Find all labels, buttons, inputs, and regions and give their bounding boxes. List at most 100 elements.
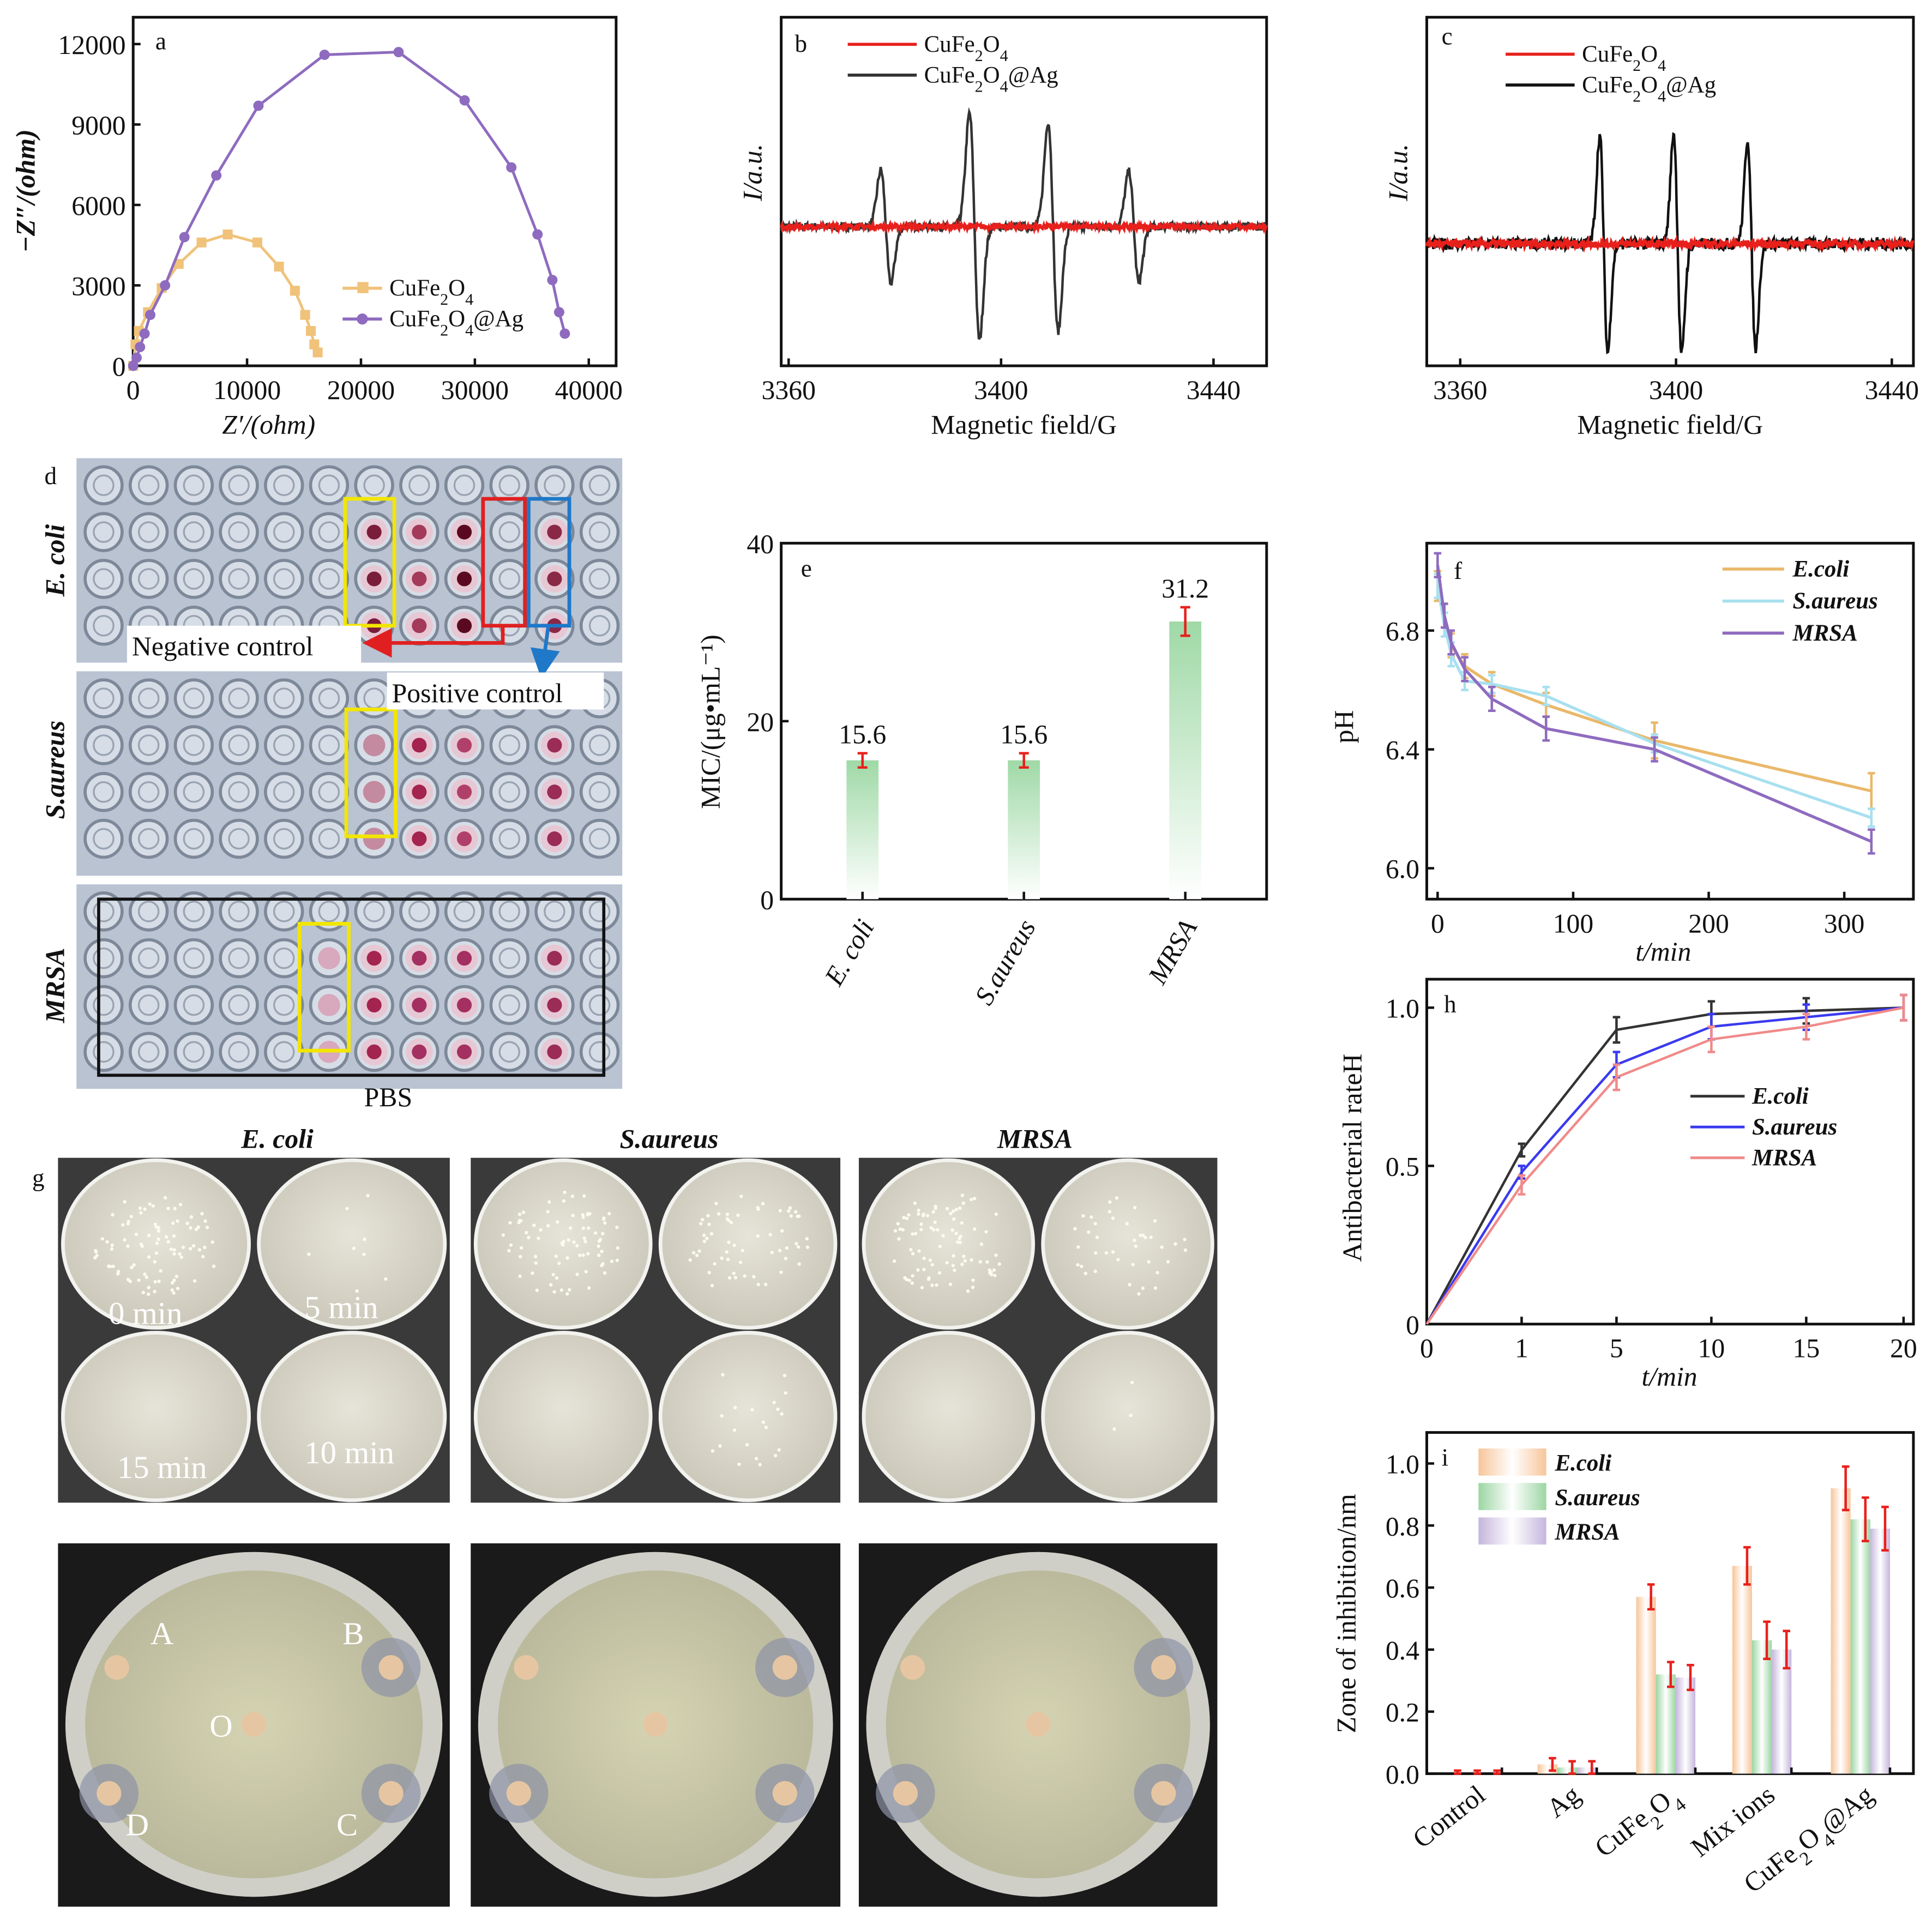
- well: [354, 465, 394, 505]
- colony: [691, 1251, 696, 1255]
- well-stain: [456, 738, 472, 753]
- legend-swatch-0: [1478, 1448, 1546, 1476]
- colony: [192, 1279, 197, 1283]
- colony: [1183, 1238, 1187, 1241]
- error-bar: [1518, 1142, 1526, 1158]
- sample-disc: [1151, 1655, 1176, 1680]
- colony: [527, 1235, 531, 1240]
- colony: [997, 1262, 1001, 1266]
- well: [173, 891, 214, 932]
- series-line-2: [1425, 1006, 1904, 1325]
- colony: [307, 1252, 311, 1256]
- colony: [355, 1289, 359, 1293]
- x-axis-title-c: Magnetic field/G: [1577, 409, 1763, 439]
- well: [489, 512, 529, 552]
- well: [128, 985, 169, 1025]
- colony: [147, 1255, 151, 1259]
- colony: [1134, 1244, 1137, 1248]
- well: [489, 985, 529, 1025]
- colony: [93, 1256, 97, 1260]
- colony: [137, 1278, 141, 1282]
- colony: [166, 1206, 170, 1210]
- well-inner: [228, 474, 250, 496]
- positive-control-label: Positive control: [392, 678, 563, 708]
- well-inner: [273, 474, 295, 496]
- colony: [352, 1246, 356, 1250]
- colony: [551, 1272, 555, 1277]
- colony: [172, 1278, 176, 1282]
- colony: [1133, 1205, 1137, 1210]
- well-stain: [366, 1044, 382, 1060]
- colony: [201, 1254, 205, 1259]
- colony: [930, 1283, 934, 1287]
- well: [83, 512, 124, 552]
- well: [173, 678, 214, 719]
- colony: [581, 1215, 585, 1219]
- colony: [950, 1228, 954, 1232]
- well: [219, 465, 259, 505]
- well-stained-light: [363, 828, 386, 850]
- x-tick-label-h: 15: [1793, 1333, 1820, 1363]
- colony: [966, 1289, 970, 1293]
- colony: [917, 1208, 920, 1212]
- well: [489, 772, 529, 812]
- bar-0: [846, 760, 879, 900]
- colony: [922, 1268, 926, 1271]
- well-stain: [547, 571, 562, 587]
- well-inner: [183, 474, 205, 496]
- colony: [732, 1244, 736, 1247]
- colony: [1080, 1264, 1084, 1269]
- well: [534, 891, 575, 932]
- time-label-15min: 15 min: [117, 1450, 207, 1485]
- colony: [934, 1206, 937, 1210]
- well-stain: [456, 785, 472, 800]
- well: [128, 818, 169, 859]
- colony: [962, 1254, 966, 1258]
- error-bar-4-1: [1862, 1496, 1869, 1542]
- error-bar: [1542, 715, 1550, 742]
- colony: [140, 1244, 144, 1248]
- series-line-1: [1425, 1006, 1904, 1325]
- sample-disc: [772, 1781, 797, 1806]
- error-bar-4-0: [1841, 1465, 1850, 1512]
- colony: [952, 1217, 956, 1221]
- colony: [768, 1233, 772, 1237]
- colony: [994, 1253, 998, 1257]
- well: [219, 818, 259, 859]
- colony: [582, 1194, 586, 1198]
- colony: [917, 1249, 921, 1253]
- colony: [930, 1263, 934, 1267]
- well-inner: [544, 474, 565, 496]
- well-inner: [93, 568, 115, 590]
- colony: [960, 1221, 964, 1225]
- colony: [147, 1292, 151, 1296]
- well: [128, 465, 169, 505]
- colony: [697, 1249, 701, 1253]
- column-title-saureus: S.aureus: [620, 1124, 719, 1154]
- well: [489, 818, 529, 859]
- positive-control-label-bg: [387, 672, 604, 710]
- well: [309, 818, 350, 859]
- well: [173, 818, 214, 859]
- colony: [952, 1209, 955, 1213]
- colony: [773, 1453, 778, 1458]
- well-stain: [456, 571, 472, 587]
- colony: [1166, 1260, 1170, 1264]
- error-bar-4-2: [1881, 1505, 1889, 1552]
- well: [128, 891, 169, 932]
- colony: [539, 1228, 543, 1232]
- colony: [770, 1251, 774, 1254]
- well-inner: [273, 568, 295, 590]
- colony: [1104, 1251, 1109, 1255]
- colony: [1153, 1286, 1158, 1290]
- colony: [805, 1245, 809, 1249]
- well: [489, 725, 529, 765]
- error-bar-0-0: [1454, 1769, 1461, 1775]
- legend-label-2: MRSA: [1792, 620, 1857, 646]
- data-point: [506, 162, 517, 173]
- y-tick-label-f: 6.8: [1386, 617, 1419, 647]
- error-bar-1-2: [1588, 1760, 1596, 1775]
- petri-dish: [658, 1331, 838, 1502]
- colony: [933, 1220, 937, 1224]
- positive-control-arrow: [530, 625, 560, 679]
